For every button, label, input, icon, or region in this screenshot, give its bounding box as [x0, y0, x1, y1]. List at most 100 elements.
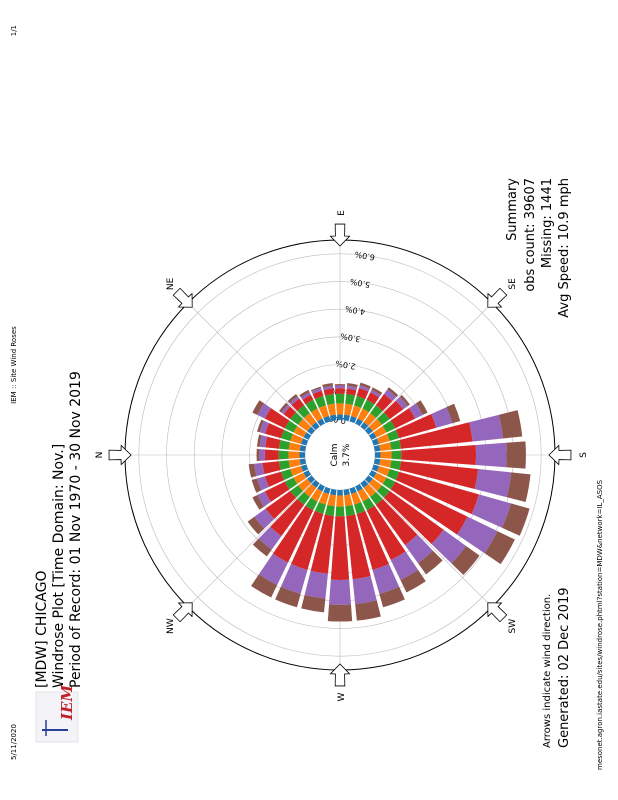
- wind-bar: [288, 442, 301, 451]
- wind-bar: [369, 478, 382, 491]
- wind-bar: [370, 389, 381, 398]
- wind-bar: [247, 516, 265, 535]
- wind-bar: [281, 429, 293, 441]
- wind-bar: [370, 492, 383, 505]
- wind-bar: [371, 387, 383, 396]
- wind-bar: [451, 545, 480, 575]
- wind-bar: [305, 497, 318, 511]
- wind-bar: [395, 471, 479, 515]
- wind-bar: [369, 419, 382, 432]
- wind-bar: [262, 461, 281, 475]
- wind-bar: [259, 435, 268, 448]
- wind-bar: [383, 490, 444, 545]
- wind-bar: [299, 445, 307, 452]
- grid-spoke: [187, 479, 316, 608]
- wind-bar: [318, 405, 329, 419]
- wind-bar: [349, 486, 357, 495]
- wind-bar: [297, 405, 310, 418]
- r-tick-label: 6.0%: [354, 249, 376, 261]
- wind-bar: [252, 538, 272, 557]
- wind-bar: [343, 488, 350, 496]
- compass-arrow: [487, 287, 508, 308]
- wind-bar: [343, 414, 350, 422]
- wind-bar: [311, 388, 322, 395]
- wind-bar: [344, 494, 353, 507]
- wind-bar: [357, 488, 370, 502]
- wind-bar: [469, 414, 503, 442]
- compass-arrow: [172, 287, 193, 308]
- wind-bar: [387, 469, 399, 481]
- wind-bar: [374, 452, 381, 458]
- wind-bar: [291, 398, 305, 412]
- wind-bar: [355, 483, 363, 492]
- wind-bar: [299, 458, 307, 465]
- wind-bar: [335, 506, 345, 517]
- wind-bar: [284, 477, 298, 490]
- wind-bar: [288, 451, 300, 459]
- wind-bar: [360, 480, 369, 488]
- wind-bar: [265, 423, 285, 439]
- wind-bar: [257, 491, 271, 507]
- wind-bar: [382, 477, 396, 490]
- wind-bar: [299, 389, 310, 398]
- wind-bar: [474, 469, 512, 498]
- wind-bar: [257, 476, 269, 491]
- wind-bar: [399, 394, 410, 407]
- wind-bar: [405, 534, 433, 564]
- calm-circle: [309, 424, 371, 486]
- wind-bar: [336, 495, 344, 507]
- wind-bar: [318, 491, 329, 505]
- wind-bar: [375, 394, 393, 412]
- wind-bar: [346, 514, 371, 580]
- compass-arrow: [172, 602, 193, 623]
- wind-bar: [290, 433, 304, 444]
- calm-value: 3.7%: [342, 443, 352, 466]
- wind-bar: [506, 441, 526, 469]
- grid-spoke: [364, 479, 493, 608]
- logo-text: IEM: [58, 685, 76, 721]
- wind-bar: [387, 387, 399, 398]
- wind-bar: [302, 394, 314, 405]
- compass-arrow: [329, 663, 351, 687]
- wind-bar: [363, 484, 376, 497]
- wind-bar: [344, 403, 353, 416]
- compass-arrow: [487, 602, 508, 623]
- wind-bar: [387, 429, 399, 441]
- wind-bar: [327, 494, 336, 507]
- wind-bar: [259, 449, 266, 461]
- wind-bar: [259, 420, 269, 434]
- wind-bar: [371, 464, 380, 472]
- wind-bar: [498, 410, 523, 439]
- wind-bar: [349, 415, 357, 424]
- compass-label: SW: [508, 619, 518, 634]
- wind-bar: [258, 526, 282, 550]
- wind-bar: [366, 505, 406, 561]
- wind-bar: [399, 422, 473, 449]
- wind-bar: [365, 426, 373, 435]
- wind-bar: [287, 394, 298, 404]
- wind-bar: [256, 434, 262, 447]
- wind-bar: [283, 406, 297, 420]
- wind-bar: [335, 388, 345, 394]
- grid-spoke: [364, 302, 493, 431]
- wind-bar: [256, 448, 260, 462]
- wind-bar: [351, 491, 362, 505]
- footer-url: mesonet.agron.iastate.edu/sites/windrose…: [596, 479, 604, 770]
- wind-bar: [311, 422, 320, 430]
- wind-bar: [357, 408, 370, 422]
- wind-bar: [390, 439, 401, 450]
- wind-bar: [265, 490, 297, 519]
- wind-bar: [317, 418, 325, 427]
- wind-bar: [327, 403, 336, 416]
- wind-bar: [356, 388, 369, 400]
- wind-bar: [314, 502, 326, 514]
- wind-bar: [272, 505, 314, 563]
- wind-bar: [310, 488, 323, 502]
- wind-bar: [395, 413, 437, 439]
- wind-bar: [431, 529, 467, 564]
- compass-label: W: [337, 692, 347, 701]
- grid-spoke: [187, 302, 316, 431]
- chart-period: Period of Record: 01 Nov 1970 - 30 Nov 2…: [68, 371, 84, 688]
- header-date: 5/11/2020: [10, 724, 18, 760]
